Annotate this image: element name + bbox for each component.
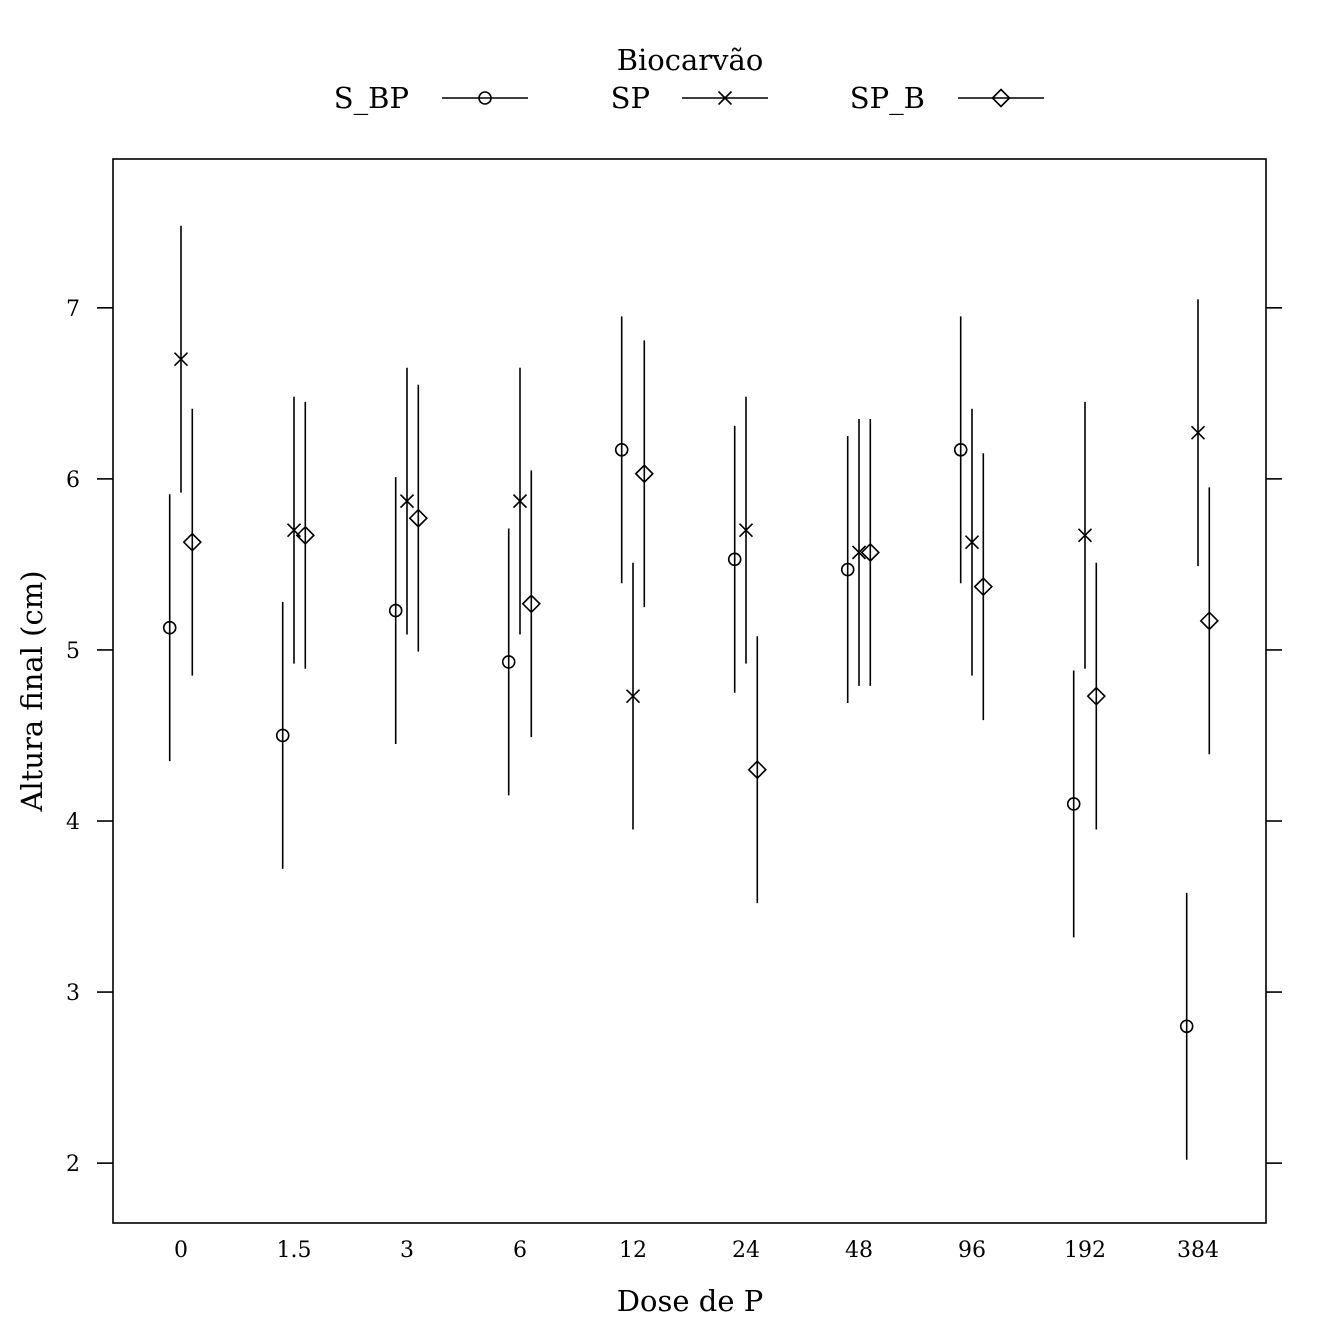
y-tick-label: 2 [66,1152,80,1177]
data-point [275,728,290,743]
legend-marker [478,91,492,105]
plot-frame [112,158,1267,1224]
data-point [738,523,754,538]
y-tick-label: 5 [66,639,80,664]
x-tick-label: 12 [619,1238,647,1263]
data-point [953,443,968,457]
x-tick-label: 24 [732,1238,760,1263]
legend-marker [991,88,1011,108]
data-point [634,464,654,484]
x-tick-label: 48 [845,1238,873,1263]
data-point [1199,611,1219,631]
data-point [1077,528,1093,543]
series-SP [173,225,1206,830]
legend-label: SP [611,81,650,115]
legend-item-SP: SP [611,81,768,115]
data-point [625,689,641,704]
x-tick-label: 384 [1177,1238,1219,1263]
data-point [1179,1019,1194,1034]
series-S_BP [162,316,1194,1160]
x-tick-label: 96 [958,1238,986,1263]
y-tick-label: 6 [66,468,80,493]
x-tick-label: 0 [174,1238,188,1263]
x-axis: 0 1.5 3 6 12 24 48 96 192 384 [174,1238,1219,1263]
x-tick-label: 1.5 [277,1238,312,1263]
data-point [1190,425,1206,440]
data-point [501,655,516,669]
data-point [973,577,993,597]
legend-label: SP_B [850,81,925,116]
legend-item-SP_B: SP_B [850,81,1044,116]
data-point [173,352,189,367]
data-point [182,532,202,552]
data-point [512,494,528,509]
y-axis: 2 3 4 5 6 7 [66,297,1282,1177]
legend-label: S_BP [334,81,409,116]
legend-title: Biocarvão [617,43,764,77]
x-tick-label: 6 [513,1238,527,1263]
data-point [162,620,177,635]
data-point [614,443,629,457]
legend: Biocarvão S_BP SP SP_B [334,43,1044,116]
legend-item-S_BP: S_BP [334,81,528,116]
data-point [408,508,428,528]
series-SP_B [182,340,1219,904]
data-point [727,552,742,567]
data-point [1086,686,1106,706]
y-axis-title: Altura final (cm) [15,570,49,812]
data-point [851,545,867,560]
data-point [295,525,315,545]
data-point [747,760,767,780]
data-point [1066,797,1081,811]
y-tick-label: 4 [66,810,80,835]
y-tick-label: 3 [66,981,80,1006]
data-point [521,594,541,614]
x-axis-title: Dose de P [617,1284,763,1318]
data-point [860,542,880,563]
x-tick-label: 192 [1064,1238,1106,1263]
data-point [964,535,980,550]
legend-marker [717,90,733,106]
x-tick-label: 3 [400,1238,414,1263]
plot-marks [162,225,1219,1160]
y-tick-label: 7 [66,297,80,322]
data-point [399,494,415,509]
data-point [388,603,403,618]
data-point [840,562,855,577]
